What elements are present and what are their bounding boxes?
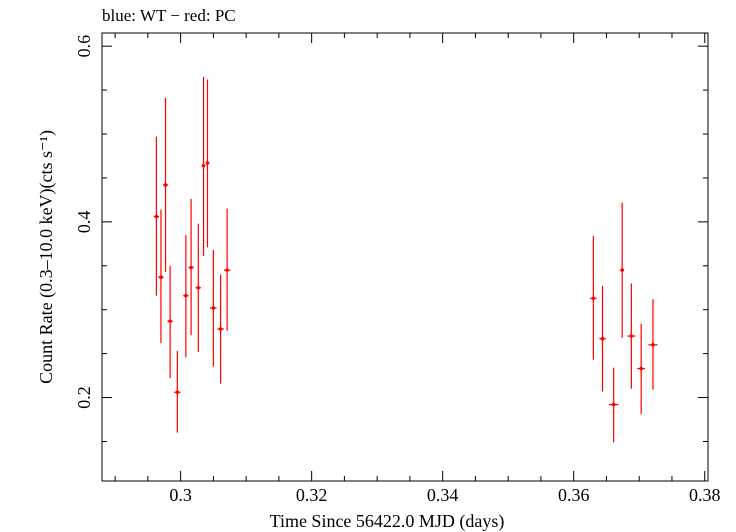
axis-ticks xyxy=(102,33,708,481)
plot-frame xyxy=(101,32,709,482)
point-marker xyxy=(600,336,605,341)
x-axis-label: Time Since 56422.0 MJD (days) xyxy=(270,511,505,532)
point-marker xyxy=(159,275,163,280)
point-marker xyxy=(175,390,180,395)
data-point xyxy=(201,76,206,257)
x-tick-label: 0.32 xyxy=(296,485,328,505)
point-marker xyxy=(620,268,624,272)
point-marker xyxy=(205,161,210,165)
point-marker xyxy=(639,366,643,371)
point-marker xyxy=(189,265,193,270)
data-point xyxy=(210,249,217,367)
x-tick-label: 0.34 xyxy=(427,485,459,505)
point-marker xyxy=(211,306,216,310)
x-tick-label: 0.3 xyxy=(169,485,192,505)
point-marker xyxy=(225,268,229,272)
point-marker xyxy=(196,285,201,290)
point-marker xyxy=(591,296,596,301)
point-marker xyxy=(154,214,159,219)
axis-tick-labels: 0.3 0.32 0.34 0.36 0.38 0.2 0.4 0.6 xyxy=(74,35,720,505)
data-point xyxy=(599,285,606,392)
y-tick-label: 0.6 xyxy=(74,35,94,58)
y-axis-label: Count Rate (0.3–10.0 keV)(cts s⁻¹) xyxy=(36,130,57,384)
point-marker xyxy=(218,327,223,331)
point-marker xyxy=(611,402,616,407)
data-point xyxy=(217,274,224,384)
data-point xyxy=(162,98,169,272)
data-point xyxy=(195,223,201,352)
point-marker xyxy=(201,163,206,168)
data-point xyxy=(620,202,625,338)
point-marker xyxy=(651,343,655,347)
data-point xyxy=(627,283,636,389)
x-tick-label: 0.36 xyxy=(558,485,590,505)
data-point xyxy=(158,209,164,344)
data-point xyxy=(205,79,210,248)
data-point xyxy=(648,299,658,390)
data-point xyxy=(223,208,231,331)
data-point xyxy=(174,350,181,433)
data-point xyxy=(637,323,646,415)
y-tick-label: 0.4 xyxy=(74,211,94,234)
data-point xyxy=(183,235,189,358)
data-point xyxy=(590,235,597,360)
data-points xyxy=(153,76,658,443)
y-tick-label: 0.2 xyxy=(74,386,94,409)
chart-title: blue: WT − red: PC xyxy=(102,6,236,25)
point-marker xyxy=(168,319,172,323)
x-tick-label: 0.38 xyxy=(689,485,721,505)
point-marker xyxy=(163,183,168,187)
point-marker xyxy=(184,293,188,298)
data-point xyxy=(153,136,159,296)
point-marker xyxy=(629,334,634,338)
data-point xyxy=(609,367,619,443)
data-point xyxy=(188,199,194,336)
data-point xyxy=(167,265,173,379)
